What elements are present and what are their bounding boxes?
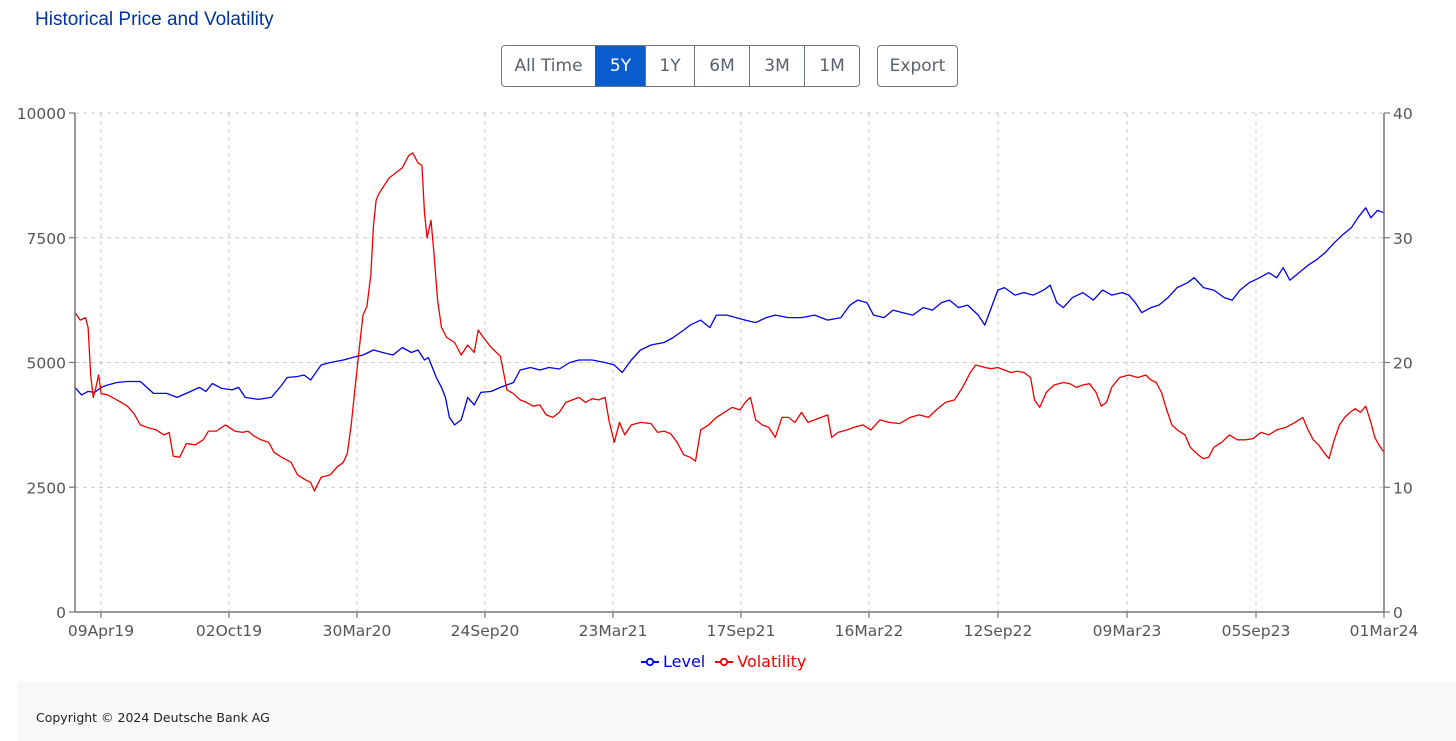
y-right-tick-label: 10	[1393, 479, 1413, 497]
x-tick-label: 01Mar24	[1350, 622, 1419, 640]
x-tick-label: 05Sep23	[1222, 622, 1291, 640]
x-tick-label: 09Mar23	[1093, 622, 1162, 640]
axes: 0 2500 5000 7500 10000 0 10 20 30 40 09Apr19 02Oct1…	[17, 105, 1419, 640]
legend-item-volatility[interactable]: Volatility	[715, 652, 806, 671]
x-tick-label: 24Sep20	[451, 622, 520, 640]
legend-label: Volatility	[737, 652, 807, 671]
range-button-5y[interactable]: 5Y	[595, 46, 645, 86]
range-button-all-time[interactable]: All Time	[502, 46, 595, 86]
x-tick-label: 09Apr19	[68, 622, 134, 640]
grid	[75, 112, 1384, 612]
x-tick-label: 17Sep21	[707, 622, 776, 640]
legend: Level Volatility	[641, 652, 806, 671]
volatility-line	[74, 152, 1385, 492]
x-tick-label: 12Sep22	[964, 622, 1033, 640]
y-left-tick-label: 7500	[27, 230, 66, 248]
range-button-group: All Time 5Y 1Y 6M 3M 1M	[501, 45, 860, 87]
range-button-1y[interactable]: 1Y	[645, 46, 694, 86]
export-button[interactable]: Export	[877, 45, 958, 87]
y-left-tick-label: 5000	[27, 355, 66, 373]
range-button-3m[interactable]: 3M	[749, 46, 804, 86]
legend-marker-icon	[641, 657, 659, 666]
y-right-tick-label: 20	[1393, 355, 1413, 373]
level-line	[74, 207, 1385, 426]
price-volatility-chart: 0 2500 5000 7500 10000 0 10 20 30 40 09Apr19 02Oct1…	[17, 105, 1419, 640]
range-button-1m[interactable]: 1M	[804, 46, 859, 86]
x-tick-label: 30Mar20	[323, 622, 392, 640]
legend-label: Level	[663, 652, 706, 671]
x-tick-label: 16Mar22	[835, 622, 904, 640]
legend-item-level[interactable]: Level	[641, 652, 705, 671]
copyright-text: Copyright © 2024 Deutsche Bank AG	[36, 710, 270, 725]
legend-marker-icon	[715, 657, 734, 666]
y-right-tick-label: 30	[1393, 230, 1413, 248]
x-tick-label: 23Mar21	[579, 622, 648, 640]
page-title: Historical Price and Volatility	[35, 9, 274, 30]
range-button-6m[interactable]: 6M	[694, 46, 749, 86]
x-tick-label: 02Oct19	[196, 622, 262, 640]
y-right-tick-label: 0	[1393, 604, 1403, 622]
y-right-tick-label: 40	[1393, 105, 1413, 123]
y-left-tick-label: 2500	[27, 479, 66, 497]
y-left-tick-label: 10000	[17, 105, 66, 123]
series-lines	[74, 152, 1385, 492]
y-left-tick-label: 0	[56, 604, 66, 622]
footer: Copyright © 2024 Deutsche Bank AG	[17, 681, 1456, 741]
